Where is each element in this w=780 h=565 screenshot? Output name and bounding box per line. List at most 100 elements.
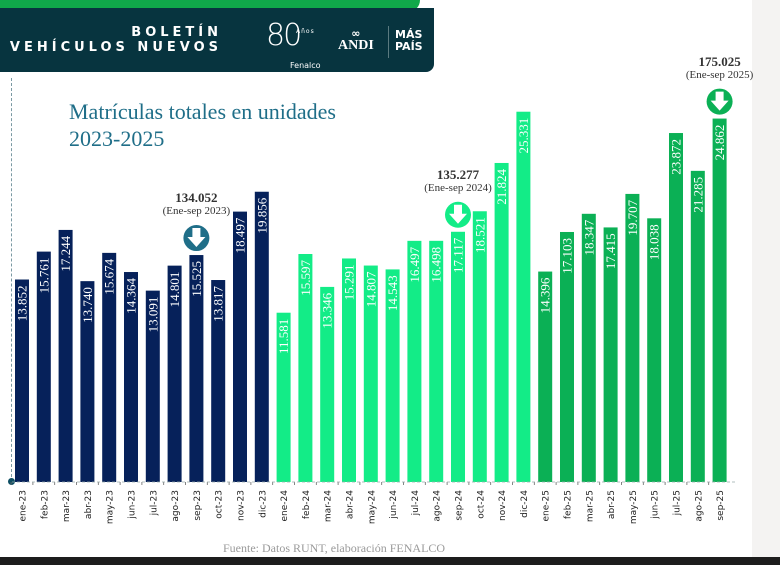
x-tick-label-mar-23: mar-23	[62, 490, 72, 522]
bar-ene-25	[538, 271, 553, 482]
data-label-nov-23: 18.497	[233, 217, 248, 253]
annotation-period: (Ene-sep 2024)	[424, 181, 492, 194]
x-tick-label-may-24: may-24	[367, 490, 377, 524]
down-arrow-icon	[706, 88, 733, 115]
side-panel	[752, 0, 780, 565]
bar-sep-25	[712, 118, 727, 482]
x-tick-label-may-23: may-23	[106, 490, 116, 524]
data-label-abr-23: 13.740	[80, 287, 95, 323]
axis-origin-dot	[8, 478, 15, 485]
data-label-ago-25: 21.285	[690, 177, 705, 213]
mas-pais-logo: MÁS PAÍS	[395, 29, 423, 53]
bar-sep-23	[189, 255, 204, 482]
y-axis-dashed-line	[11, 78, 12, 482]
bar-dic-24	[516, 111, 531, 482]
x-tick-label-ago-24: ago-24	[433, 490, 443, 522]
x-tick-label-nov-23: nov-23	[237, 490, 247, 521]
x-tick-label-nov-24: nov-24	[498, 490, 508, 521]
bar-ago-23	[167, 265, 182, 482]
annotation-period: (Ene-sep 2023)	[162, 205, 231, 218]
data-label-oct-23: 13.817	[211, 286, 226, 322]
bar-ene-24	[276, 312, 291, 482]
annotation-sep-25: 175.025 (Ene-sep 2025)	[670, 54, 770, 82]
bottom-bar	[0, 557, 780, 565]
bar-abr-23	[80, 281, 95, 482]
fenalco-years: Años	[296, 28, 315, 35]
x-tick-label-ago-25: ago-25	[694, 490, 704, 522]
bar-mar-24	[320, 286, 335, 482]
annotation-sep-24: 135.277 (Ene-sep 2024)	[408, 167, 508, 195]
x-tick-label-ene-23: ene-23	[19, 490, 29, 521]
data-label-sep-24: 17.117	[451, 237, 466, 273]
fenalco-80-logo: 80 Años Fenalco	[266, 18, 336, 70]
data-label-jun-23: 14.364	[124, 278, 139, 314]
x-tick-label-ene-24: ene-24	[280, 490, 290, 522]
data-label-ago-23: 14.801	[167, 272, 182, 308]
x-tick-label-sep-25: sep-25	[716, 490, 726, 521]
bar-may-25	[625, 193, 640, 482]
bar-jun-23	[124, 272, 138, 482]
data-label-sep-25: 24.862	[712, 125, 727, 161]
data-label-abr-25: 17.415	[603, 233, 618, 269]
bar-feb-24	[298, 254, 313, 482]
fenalco-name: Fenalco	[290, 61, 321, 70]
data-label-dic-24: 25.331	[516, 118, 531, 154]
bar-ene-23	[15, 279, 29, 482]
data-label-abr-24: 15.291	[342, 264, 357, 300]
bar-jul-25	[669, 133, 683, 482]
data-label-oct-24: 18.521	[472, 217, 487, 253]
annotation-period: (Ene-sep 2025)	[685, 68, 754, 81]
x-tick-label-abr-25: abr-25	[607, 490, 617, 519]
chart-title: Matrículas totales en unidades 2023-2025	[69, 98, 336, 152]
data-label-feb-25: 17.103	[560, 238, 575, 274]
x-tick-label-mar-24: mar-24	[324, 490, 334, 522]
bar-nov-24	[494, 162, 509, 483]
data-label-sep-23: 15.525	[189, 261, 204, 297]
data-label-jul-23: 13.091	[145, 297, 160, 333]
data-label-jul-24: 16.497	[407, 246, 422, 282]
bar-jun-24	[385, 269, 400, 482]
data-label-may-25: 19.707	[625, 199, 640, 235]
x-tick-label-ago-23: ago-23	[171, 490, 181, 522]
down-arrow-icon	[445, 201, 471, 228]
data-label-ene-24: 11.581	[276, 319, 291, 354]
andi-name: ANDI	[338, 38, 374, 53]
bar-abr-25	[603, 227, 618, 482]
data-label-may-23: 15.674	[102, 258, 117, 294]
data-label-jun-24: 14.543	[385, 275, 400, 311]
x-tick-label-mar-25: mar-25	[585, 490, 595, 522]
x-tick-label-jun-23: jun-23	[128, 490, 138, 520]
bulletin-title-line1: BOLETÍN	[131, 25, 222, 40]
data-label-may-24: 14.807	[363, 271, 378, 307]
bulletin-header: BOLETÍN VEHÍCULOS NUEVOS 80 Años Fenalco…	[0, 8, 434, 72]
data-label-jul-25: 23.872	[669, 139, 684, 175]
x-tick-label-oct-23: oct-23	[215, 490, 225, 519]
bar-feb-23	[36, 251, 51, 482]
fenalco-80-number: 80	[266, 18, 302, 53]
chart-title-years: 2023-2025	[69, 126, 165, 151]
data-label-feb-23: 15.761	[36, 258, 51, 294]
x-tick-label-abr-23: abr-23	[84, 490, 94, 519]
x-tick-label-oct-24: oct-24	[476, 490, 486, 519]
bar-dic-23	[254, 191, 269, 482]
data-label-ene-23: 13.852	[15, 286, 30, 322]
data-label-nov-24: 21.824	[494, 168, 509, 204]
x-tick-label-feb-24: feb-24	[302, 490, 312, 519]
bar-may-24	[363, 265, 378, 482]
x-tick-label-feb-25: feb-25	[564, 490, 574, 519]
down-arrow-icon	[183, 225, 210, 252]
data-label-jun-25: 18.038	[647, 224, 662, 260]
x-tick-label-sep-24: sep-24	[455, 490, 465, 521]
x-tick-label-ene-25: ene-25	[542, 490, 552, 521]
x-tick-label-jun-24: jun-24	[389, 490, 399, 520]
x-tick-label-jun-25: jun-25	[651, 490, 661, 520]
x-tick-label-dic-23: dic-23	[258, 490, 268, 518]
data-label-mar-24: 13.346	[320, 292, 335, 328]
bar-feb-25	[560, 231, 574, 482]
bar-mar-23	[58, 229, 73, 482]
x-tick-label-feb-23: feb-23	[40, 490, 50, 519]
bar-abr-24	[342, 258, 356, 482]
x-tick-label-jul-24: jul-24	[411, 490, 421, 517]
bar-jul-24	[407, 240, 422, 482]
